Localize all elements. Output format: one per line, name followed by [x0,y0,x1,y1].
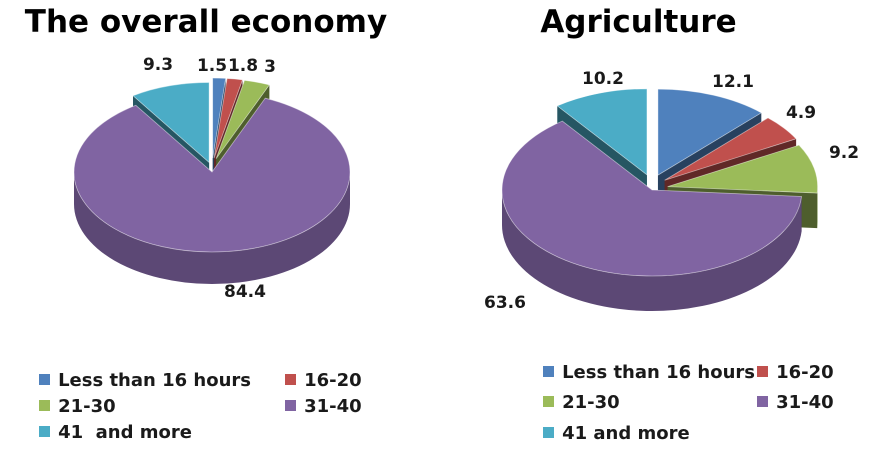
data-label-less-than-16-hours: 1.5 [197,56,227,76]
data-label-less-than-16-hours: 12.1 [712,72,754,92]
data-label-21-30: 3 [264,57,276,77]
legend-label: 31-40 [776,392,834,413]
legend-swatch-31-40 [285,400,296,411]
legend-swatch-41-and-more [39,426,50,437]
legend-item-31-40: 31-40 [260,377,362,437]
data-label-16-20: 4.9 [786,103,816,123]
legend-label: 41 and more [562,423,690,444]
legend-label: 41 and more [58,422,192,443]
legend-swatch-41-and-more [543,427,554,438]
pie-slice-31-40 [74,98,350,252]
data-label-16-20: 1.8 [228,56,258,76]
data-label-21-30: 9.2 [829,143,859,163]
data-label-31-40: 84.4 [224,282,266,302]
data-label-31-40: 63.6 [484,293,526,313]
data-label-41-and-more: 10.2 [582,69,624,89]
data-label-41-and-more: 9.3 [143,55,173,75]
legend-item-41-and-more: 41 and more [518,404,690,464]
legend-item-31-40: 31-40 [732,373,834,433]
legend-item-41-and-more: 41 and more [14,403,192,463]
legend-swatch-31-40 [757,396,768,407]
legend-label: 31-40 [304,396,362,417]
